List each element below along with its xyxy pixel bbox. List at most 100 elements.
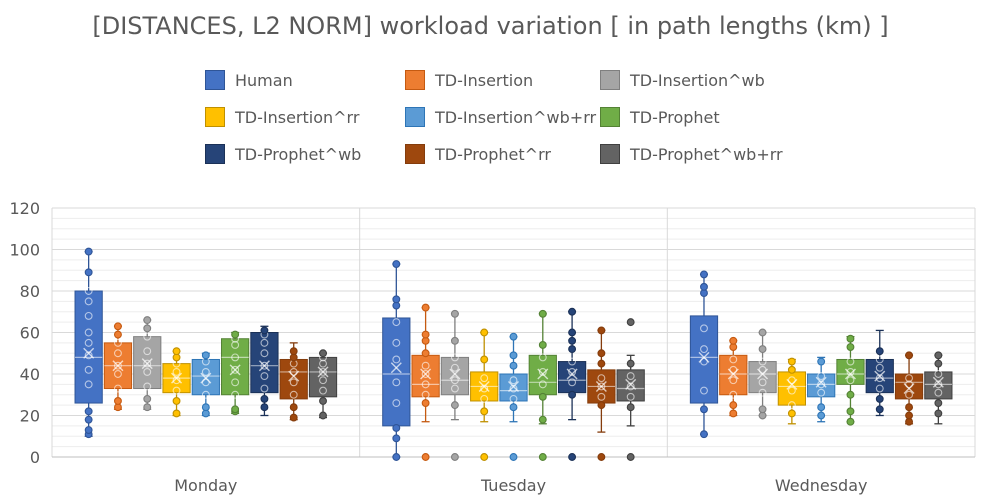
data-point xyxy=(568,328,577,337)
data-point xyxy=(143,324,152,333)
data-point xyxy=(172,397,181,405)
data-point xyxy=(319,386,327,395)
box-iqr xyxy=(689,315,719,404)
y-tick-label: 0 xyxy=(30,448,40,467)
data-point xyxy=(700,270,708,279)
data-point xyxy=(905,351,914,360)
data-point xyxy=(480,374,489,383)
data-point xyxy=(201,403,210,412)
data-point xyxy=(84,415,93,424)
data-point xyxy=(568,367,577,376)
data-point xyxy=(568,378,577,387)
data-point xyxy=(231,365,240,374)
data-point xyxy=(480,328,489,337)
data-point xyxy=(729,365,738,374)
data-point xyxy=(84,407,93,416)
data-point xyxy=(172,347,181,356)
legend-label: TD-Insertion xyxy=(435,70,534,90)
legend-item: TD-Prophet xyxy=(600,107,720,127)
box-human xyxy=(382,260,411,461)
data-point xyxy=(729,336,738,345)
data-point xyxy=(319,376,327,385)
box-td-prophet-rr xyxy=(279,342,308,422)
data-point xyxy=(597,453,606,461)
data-point xyxy=(846,343,855,351)
data-point xyxy=(846,407,855,416)
legend-swatch xyxy=(600,70,620,90)
data-point xyxy=(905,403,914,412)
data-point xyxy=(172,376,181,385)
data-point xyxy=(538,309,547,318)
legend-item: TD-Insertion^rr xyxy=(205,107,359,127)
box-td-prophet xyxy=(836,334,865,426)
data-point xyxy=(450,376,459,385)
data-point xyxy=(758,388,767,397)
data-point xyxy=(231,378,240,387)
data-point xyxy=(729,409,738,418)
data-point xyxy=(113,349,122,358)
data-point xyxy=(846,390,855,399)
data-point xyxy=(568,453,577,461)
data-point xyxy=(729,355,738,364)
box-td-insertion-wb xyxy=(133,316,162,412)
data-point xyxy=(392,399,401,407)
data-point xyxy=(113,322,122,331)
data-point xyxy=(817,380,826,389)
data-point xyxy=(260,372,269,381)
legend-label: TD-Prophet^rr xyxy=(435,144,551,164)
data-point xyxy=(392,295,401,304)
data-point xyxy=(758,365,767,374)
data-point xyxy=(626,372,635,381)
y-tick-label: 100 xyxy=(9,241,40,260)
box-iqr xyxy=(411,354,440,398)
data-point xyxy=(143,332,152,341)
data-point xyxy=(538,453,547,461)
box-human xyxy=(74,247,103,439)
box-td-prophet-wb xyxy=(250,325,279,417)
data-point xyxy=(421,349,430,358)
data-point xyxy=(319,397,327,405)
data-point xyxy=(817,403,826,412)
data-point xyxy=(509,351,518,360)
legend-swatch xyxy=(600,144,620,164)
data-point xyxy=(201,351,210,360)
box-iqr xyxy=(440,356,470,396)
data-point xyxy=(392,453,401,461)
box-td-insertion xyxy=(719,336,748,418)
data-point xyxy=(817,372,826,381)
data-point xyxy=(905,374,914,383)
data-point xyxy=(421,370,430,378)
data-point xyxy=(289,413,298,422)
box-td-prophet-wb xyxy=(865,329,894,417)
data-point xyxy=(758,345,767,354)
data-point xyxy=(480,453,489,461)
data-point xyxy=(84,328,93,337)
legend-swatch xyxy=(405,144,425,164)
data-point xyxy=(787,409,796,418)
box-iqr xyxy=(894,373,924,400)
data-point xyxy=(260,338,269,347)
mean-marker xyxy=(317,366,329,378)
box-td-prophet-rr xyxy=(894,351,924,426)
y-tick-label: 20 xyxy=(20,407,40,426)
data-point xyxy=(700,405,708,414)
data-point xyxy=(84,365,93,374)
data-point xyxy=(480,355,489,364)
legend-item: TD-Prophet^wb+rr xyxy=(600,144,783,164)
box-iqr xyxy=(499,373,528,402)
legend-item: TD-Insertion^wb+rr xyxy=(405,107,596,127)
data-point xyxy=(568,357,577,366)
data-point xyxy=(700,345,708,354)
data-point xyxy=(289,347,298,356)
data-point xyxy=(143,367,152,376)
data-point xyxy=(597,392,606,401)
mean-marker xyxy=(449,368,461,380)
legend-item: TD-Prophet^rr xyxy=(405,144,551,164)
data-point xyxy=(421,361,430,370)
data-point xyxy=(597,326,606,335)
data-point xyxy=(319,359,327,368)
mean-marker xyxy=(229,364,241,376)
data-point xyxy=(538,415,547,424)
data-point xyxy=(113,330,122,339)
box-td-insertion-wb-rr xyxy=(499,332,528,461)
